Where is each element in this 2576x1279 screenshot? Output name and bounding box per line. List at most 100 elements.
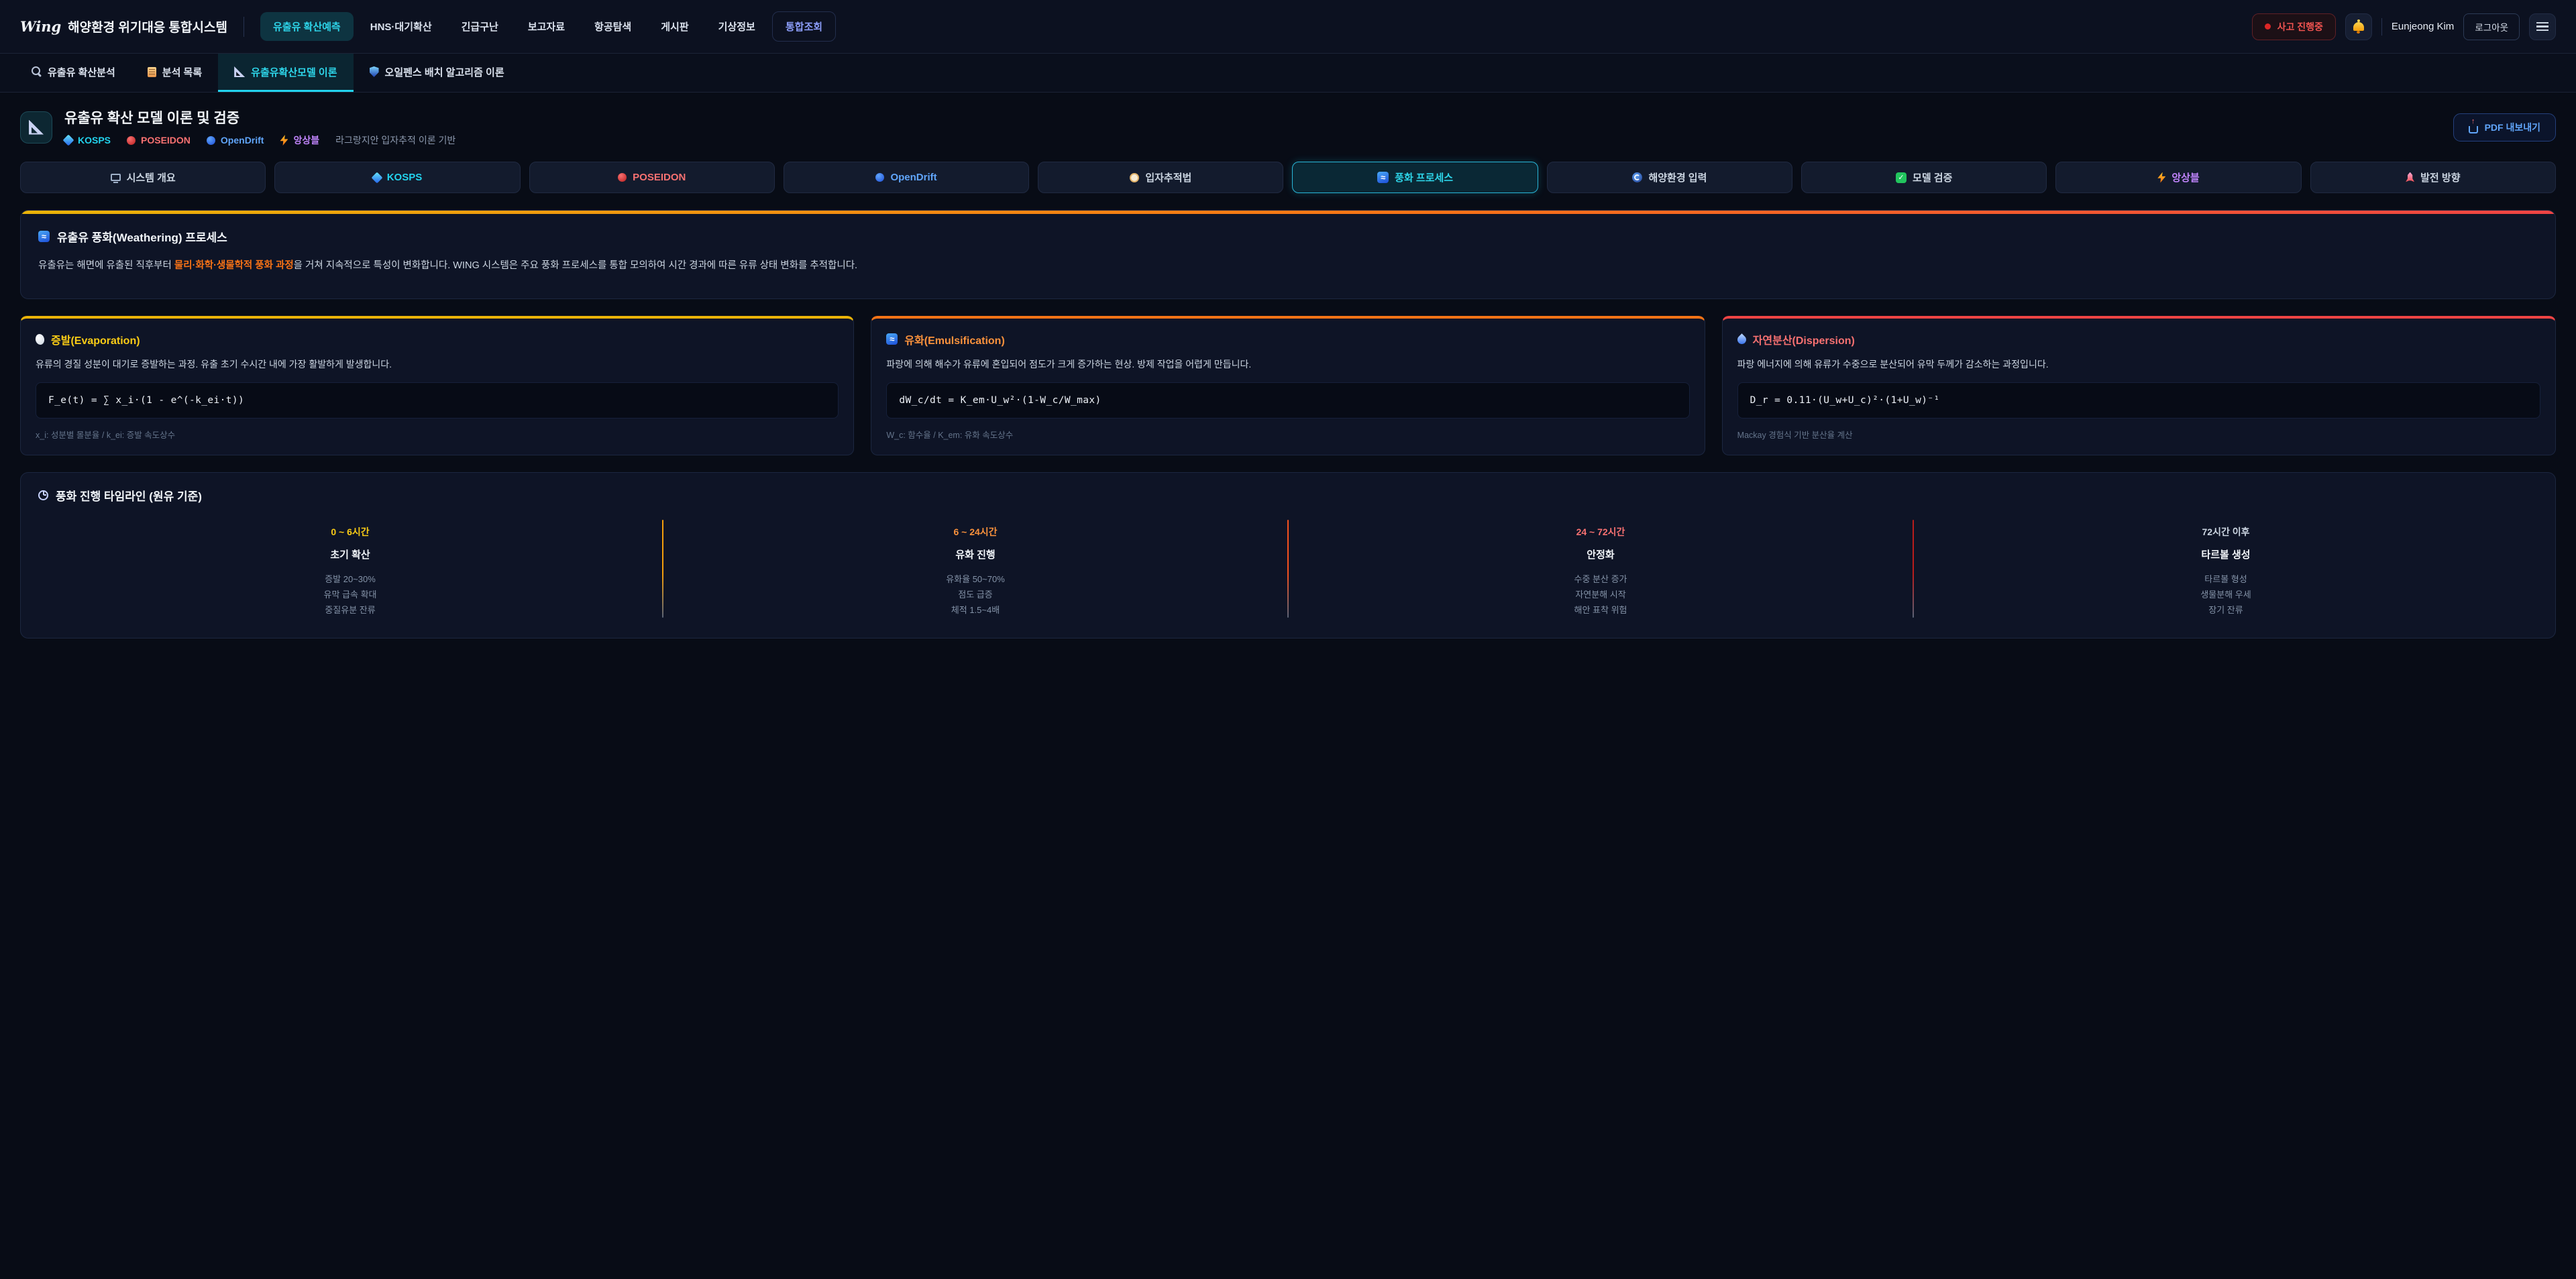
card-title: 유화(Emulsification)	[904, 335, 1005, 347]
desc-text: 을 거쳐 지속적으로 특성이 변화합니다. WING 시스템은 주요 풍화 프로…	[293, 260, 858, 271]
sub-navigation: 유출유 확산분석 분석 목록 유출유확산모델 이론 오일펜스 배치 알고리즘 이…	[0, 54, 2576, 93]
phase-detail: 유화율 50~70%	[946, 573, 1005, 584]
card-title: 자연분산(Dispersion)	[1752, 335, 1855, 347]
process-cards-row: 증발(Evaporation) 유류의 경질 성분이 대기로 증발하는 과정. …	[20, 315, 2556, 455]
phase-time: 6 ~ 24시간	[953, 526, 998, 537]
timeline-phase-stabilization: 24 ~ 72시간 안정화 수중 분산 증가 자연분해 시작 해안 표착 위험	[1289, 520, 1913, 618]
timeline-phase-emulsification: 6 ~ 24시간 유화 진행 유화율 50~70% 점도 급증 체적 1.5~4…	[663, 520, 1287, 618]
badge-opendrift: OpenDrift	[206, 135, 264, 146]
lightning-icon	[2157, 172, 2166, 183]
subtab-label: 유출유확산모델 이론	[251, 66, 337, 78]
phase-detail: 점도 급증	[958, 589, 993, 600]
weathering-overview-card: 유출유 풍화(Weathering) 프로세스 유출유는 해면에 유출된 직후부…	[20, 210, 2556, 299]
subtab-model-theory[interactable]: 유출유확산모델 이론	[218, 54, 354, 92]
phase-detail: 증발 20~30%	[325, 573, 376, 584]
card-description: 파랑 에너지에 의해 유류가 수중으로 분산되어 유막 두께가 감소하는 과정입…	[1737, 358, 2049, 370]
menu-button[interactable]	[2529, 13, 2556, 40]
phase-time: 0 ~ 6시간	[331, 526, 370, 537]
subtab-analysis-list[interactable]: 분석 목록	[131, 54, 218, 92]
card-title-row: 자연분산(Dispersion)	[1735, 331, 2540, 347]
nav-item-emergency-rescue[interactable]: 긴급구난	[461, 21, 498, 33]
mtab-ocean-env-input[interactable]: 해양환경 입력	[1546, 162, 1793, 193]
nav-item-integrated-query[interactable]: 통합조회	[771, 11, 837, 42]
notepad-icon	[147, 66, 156, 77]
card-emulsification: 유화(Emulsification) 파랑에 의해 해수가 유류에 혼입되어 점…	[871, 315, 1705, 455]
check-icon	[1896, 172, 1907, 183]
page-title: 유출유 확산 모델 이론 및 검증	[64, 111, 240, 126]
formula-box: F_e(t) = ∑ x_i·(1 - e^(-k_ei·t))	[36, 382, 839, 419]
formula-note: W_c: 함수율 / K_em: 유화 속도상수	[886, 430, 1014, 440]
mtab-particle-tracking[interactable]: 입자추적법	[1038, 162, 1284, 193]
mtab-model-validation[interactable]: 모델 검증	[1801, 162, 2047, 193]
model-tab-strip: 시스템 개요 KOSPS POSEIDON OpenDrift 입자추적법 풍화…	[20, 162, 2556, 193]
blue-circle-icon	[206, 135, 215, 145]
droplet-icon	[1735, 333, 1748, 346]
phase-detail: 타르볼 형성	[2204, 573, 2247, 584]
phase-detail: 체적 1.5~4배	[951, 604, 1000, 615]
subtab-label: 오일펜스 배치 알고리즘 이론	[384, 66, 504, 78]
pdf-export-label: PDF 내보내기	[2484, 121, 2540, 133]
card-evaporation: 증발(Evaporation) 유류의 경질 성분이 대기로 증발하는 과정. …	[20, 315, 855, 455]
top-navigation: Wing 해양환경 위기대응 통합시스템 유출유 확산예측 HNS·대기확산 긴…	[0, 0, 2576, 54]
logout-button[interactable]: 로그아웃	[2463, 13, 2520, 40]
badge-label: OpenDrift	[220, 135, 264, 146]
rocket-icon	[2406, 172, 2415, 182]
timeline-phase-tarball: 72시간 이후 타르볼 생성 타르볼 형성 생물분해 우세 장기 잔류	[1914, 520, 2538, 618]
hamburger-menu-icon	[2536, 22, 2548, 31]
triangle-ruler-icon	[234, 66, 246, 77]
mtab-future-direction[interactable]: 발전 방향	[2310, 162, 2556, 193]
badge-kosps: KOSPS	[62, 134, 111, 146]
timeline-divider	[662, 519, 663, 618]
mtab-ensemble[interactable]: 앙상블	[2055, 162, 2302, 193]
notifications-button[interactable]	[2345, 13, 2372, 40]
badge-label: POSEIDON	[141, 135, 191, 146]
lightning-icon	[280, 135, 288, 146]
nav-item-weather-info[interactable]: 기상정보	[718, 21, 755, 33]
phase-detail: 수중 분산 증가	[1574, 573, 1627, 584]
nav-item-oil-spill-prediction[interactable]: 유출유 확산예측	[260, 12, 354, 41]
phase-detail: 생물분해 우세	[2200, 589, 2251, 600]
mtab-system-overview[interactable]: 시스템 개요	[20, 162, 266, 193]
timeline-grid: 0 ~ 6시간 초기 확산 증발 20~30% 유막 급속 확대 중질유분 잔류…	[38, 519, 2538, 618]
badge-label: 앙상블	[293, 135, 320, 146]
subtab-oil-fence-theory[interactable]: 오일펜스 배치 알고리즘 이론	[354, 54, 521, 92]
timeline-phase-initial-spread: 0 ~ 6시간 초기 확산 증발 20~30% 유막 급속 확대 중질유분 잔류	[38, 520, 662, 618]
system-title: 해양환경 위기대응 통합시스템	[68, 21, 227, 35]
nav-item-board[interactable]: 게시판	[661, 21, 689, 33]
swirl-icon	[1632, 172, 1643, 182]
nav-item-reports[interactable]: 보고자료	[527, 21, 566, 33]
page-header: 유출유 확산 모델 이론 및 검증 KOSPS POSEIDON OpenDri…	[20, 107, 2556, 147]
phase-detail: 중질유분 잔류	[325, 604, 376, 615]
formula-box: D_r = 0.11·(U_w+U_c)²·(1+U_w)⁻¹	[1737, 382, 2540, 419]
subtab-label: 분석 목록	[162, 66, 203, 78]
page-subtitle: 라그랑지안 입자추적 이론 기반	[335, 135, 456, 146]
model-badge-row: KOSPS POSEIDON OpenDrift 앙상블 라그랑지안 입자추적 …	[62, 133, 456, 147]
red-circle-icon	[618, 173, 627, 182]
card-dispersion: 자연분산(Dispersion) 파랑 에너지에 의해 유류가 수중으로 분산되…	[1721, 315, 2556, 455]
mtab-weathering-process[interactable]: 풍화 프로세스	[1292, 162, 1538, 193]
subtab-label: 유출유 확산분석	[48, 66, 115, 78]
monitor-icon	[110, 174, 121, 183]
export-tray-icon	[2468, 126, 2478, 133]
nav-item-hns-atmospheric[interactable]: HNS·대기확산	[370, 21, 432, 33]
weathering-timeline-card: 풍화 진행 타임라인 (원유 기준) 0 ~ 6시간 초기 확산 증발 20~3…	[20, 471, 2556, 638]
gradient-top-bar	[21, 211, 2555, 214]
mtab-poseidon[interactable]: POSEIDON	[529, 162, 775, 193]
user-name: Eunjeong Kim	[2391, 21, 2455, 32]
pdf-export-button[interactable]: PDF 내보내기	[2453, 113, 2556, 142]
badge-ensemble: 앙상블	[280, 133, 319, 147]
phase-name: 초기 확산	[330, 549, 370, 561]
phase-detail: 해안 표착 위험	[1574, 604, 1627, 615]
mtab-kosps[interactable]: KOSPS	[274, 162, 521, 193]
subtab-spill-analysis[interactable]: 유출유 확산분석	[15, 54, 131, 92]
mtab-opendrift[interactable]: OpenDrift	[783, 162, 1030, 193]
desc-highlight: 물리·화학·생물학적 풍화 과정	[174, 260, 294, 271]
nav-item-aerial-search[interactable]: 항공탐색	[594, 21, 632, 33]
wave-icon	[38, 231, 50, 242]
diamond-icon	[62, 134, 74, 146]
timeline-title: 풍화 진행 타임라인 (원유 기준)	[56, 490, 202, 503]
mtab-label: 풍화 프로세스	[1395, 172, 1454, 184]
phase-detail: 자연분해 시작	[1575, 589, 1626, 600]
mtab-label: 입자추적법	[1145, 172, 1192, 184]
shield-icon	[369, 66, 379, 77]
